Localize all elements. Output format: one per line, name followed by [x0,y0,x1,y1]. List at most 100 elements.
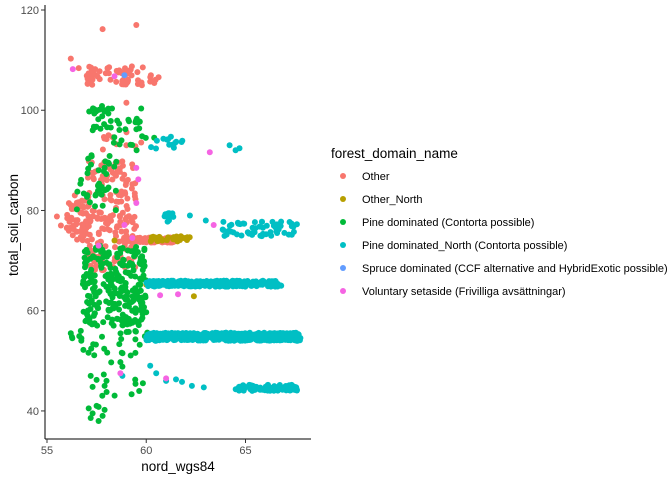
data-point [210,222,217,228]
data-point [94,73,101,80]
legend-label: Other [362,171,390,183]
data-point [237,335,244,342]
data-point [118,188,125,195]
legend-item: Spruce dominated (CCF alternative and Hy… [340,263,668,275]
y-axis-ticks: 40 60 80 100 120 [21,5,45,418]
data-point [217,333,224,340]
data-point [74,236,81,243]
data-point [122,65,128,72]
legend-item: Other_North [340,194,423,206]
data-point [234,278,241,285]
data-point [67,330,74,337]
data-point [84,80,91,87]
data-point [95,187,101,194]
legend-key [340,219,346,225]
data-point [95,229,102,236]
data-point [156,233,163,240]
data-point [186,234,193,241]
data-point [92,66,99,73]
data-point [137,307,143,313]
data-point [117,359,124,366]
data-point [132,349,139,356]
data-point [68,214,75,221]
data-point [133,147,140,154]
x-tick-label: 55 [41,445,53,457]
data-point [98,216,105,222]
data-point [105,276,112,283]
data-point [120,257,127,263]
data-point [98,260,105,267]
data-point [218,280,225,287]
data-point [259,224,266,231]
data-point [92,341,99,348]
data-point [153,145,159,152]
data-point [57,222,64,229]
data-point [132,336,139,343]
data-point [125,303,132,310]
data-point [164,218,171,225]
data-point [96,299,103,306]
data-point [122,182,129,188]
data-point [261,336,268,343]
data-point [111,286,118,292]
data-point [99,412,106,419]
data-point [101,121,108,128]
data-point [133,115,140,122]
data-point [107,196,114,203]
data-point [88,266,95,273]
data-point [155,74,162,81]
data-point [99,146,106,153]
data-point [248,280,255,287]
y-axis-title: total_soil_carbon [6,174,21,276]
data-point [134,69,141,76]
data-point [75,65,82,72]
data-point [111,170,118,177]
data-point [143,309,150,316]
data-point [106,300,113,306]
data-point [91,110,98,117]
points-layer [53,22,304,424]
data-point [121,72,128,79]
data-point [95,116,102,123]
data-point [107,76,114,83]
data-point [90,176,97,183]
data-point [106,261,113,268]
data-point [192,334,199,341]
data-point [99,333,105,340]
data-point [119,81,126,88]
data-point [111,73,118,80]
data-point [132,328,139,335]
data-point [138,105,145,112]
data-point [288,231,295,238]
data-point [112,265,119,272]
data-point [92,192,99,199]
data-point [97,209,104,216]
data-point [101,108,108,115]
data-point [202,217,209,224]
data-point [112,187,119,194]
data-point [111,237,118,244]
data-point [141,247,148,254]
data-point [82,264,88,271]
data-point [113,78,120,85]
series-points [111,233,197,300]
legend-key [340,173,346,179]
data-point [249,231,256,238]
data-point [252,225,259,232]
data-point [103,389,110,395]
data-point [169,210,176,217]
legend-item: Voluntary setaside (Frivilliga avsättnin… [340,286,566,298]
x-axis-title: nord_wgs84 [141,459,215,474]
data-point [107,192,114,198]
series-points [69,66,217,382]
data-point [251,219,258,226]
data-point [133,22,140,28]
data-point [124,206,131,212]
data-point [160,330,167,337]
data-point [126,67,133,74]
data-point [293,337,300,344]
x-tick-label: 60 [140,445,152,457]
y-tick-label: 100 [21,105,39,117]
data-point [132,305,139,312]
